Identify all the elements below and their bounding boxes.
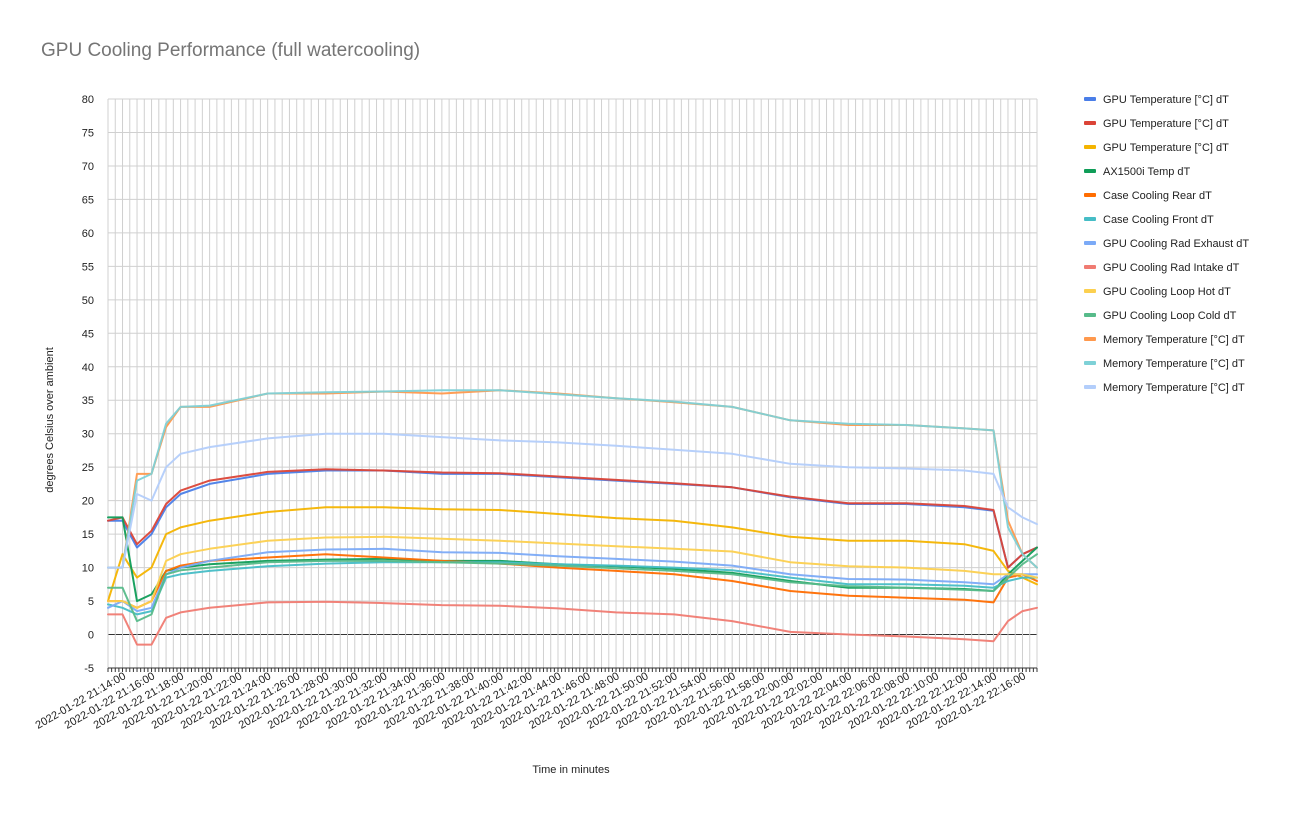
legend-label: Case Cooling Rear dT — [1103, 190, 1212, 202]
legend-swatch — [1084, 385, 1096, 389]
y-tick-label: 60 — [82, 228, 94, 240]
chart-title: GPU Cooling Performance (full watercooli… — [41, 40, 421, 61]
x-axis-label: Time in minutes — [532, 764, 610, 776]
series-line — [107, 600, 1038, 646]
legend-label: GPU Temperature [°C] dT — [1103, 118, 1229, 130]
series-line — [107, 535, 1038, 609]
legend-swatch — [1084, 169, 1096, 173]
y-tick-label: 70 — [82, 161, 94, 173]
y-tick-label: -5 — [84, 663, 94, 675]
y-tick-label: 65 — [82, 194, 94, 206]
legend: GPU Temperature [°C] dT GPU Temperature [… — [1084, 94, 1249, 394]
y-tick-label: 25 — [82, 462, 94, 474]
y-tick-label: 0 — [88, 630, 94, 642]
legend-swatch — [1084, 241, 1096, 245]
series-line — [107, 432, 1038, 569]
axes: -5051015202530354045505560657075802022-0… — [34, 94, 1038, 732]
legend-swatch — [1084, 193, 1096, 197]
y-tick-label: 40 — [82, 362, 94, 374]
legend-label: GPU Temperature [°C] dT — [1103, 142, 1229, 154]
y-tick-label: 50 — [82, 295, 94, 307]
series-line — [107, 468, 1038, 569]
legend-swatch — [1084, 145, 1096, 149]
legend-label: GPU Temperature [°C] dT — [1103, 94, 1229, 106]
legend-label: GPU Cooling Loop Cold dT — [1103, 310, 1237, 322]
y-tick-label: 15 — [82, 529, 94, 541]
y-tick-label: 10 — [82, 563, 94, 575]
legend-swatch — [1084, 313, 1096, 317]
y-tick-label: 80 — [82, 94, 94, 106]
legend-swatch — [1084, 121, 1096, 125]
y-tick-label: 45 — [82, 328, 94, 340]
legend-label: Memory Temperature [°C] dT — [1103, 382, 1245, 394]
legend-label: GPU Cooling Loop Hot dT — [1103, 286, 1231, 298]
legend-label: GPU Cooling Rad Exhaust dT — [1103, 238, 1249, 250]
legend-label: Case Cooling Front dT — [1103, 214, 1214, 226]
series-line — [107, 506, 1038, 603]
legend-swatch — [1084, 217, 1096, 221]
legend-swatch — [1084, 337, 1096, 341]
series-line — [107, 553, 1038, 623]
grid — [107, 98, 1038, 669]
legend-swatch — [1084, 97, 1096, 101]
y-tick-label: 5 — [88, 596, 94, 608]
legend-swatch — [1084, 265, 1096, 269]
y-tick-label: 55 — [82, 261, 94, 273]
legend-label: GPU Cooling Rad Intake dT — [1103, 262, 1240, 274]
legend-label: Memory Temperature [°C] dT — [1103, 334, 1245, 346]
y-tick-label: 75 — [82, 127, 94, 139]
y-tick-label: 20 — [82, 496, 94, 508]
legend-swatch — [1084, 289, 1096, 293]
y-tick-label: 30 — [82, 429, 94, 441]
series-lines — [107, 389, 1038, 646]
y-tick-label: 35 — [82, 395, 94, 407]
series-line — [107, 389, 1038, 569]
legend-label: Memory Temperature [°C] dT — [1103, 358, 1245, 370]
y-axis-label: degrees Celsius over ambient — [44, 347, 56, 493]
legend-swatch — [1084, 361, 1096, 365]
legend-label: AX1500i Temp dT — [1103, 166, 1191, 178]
